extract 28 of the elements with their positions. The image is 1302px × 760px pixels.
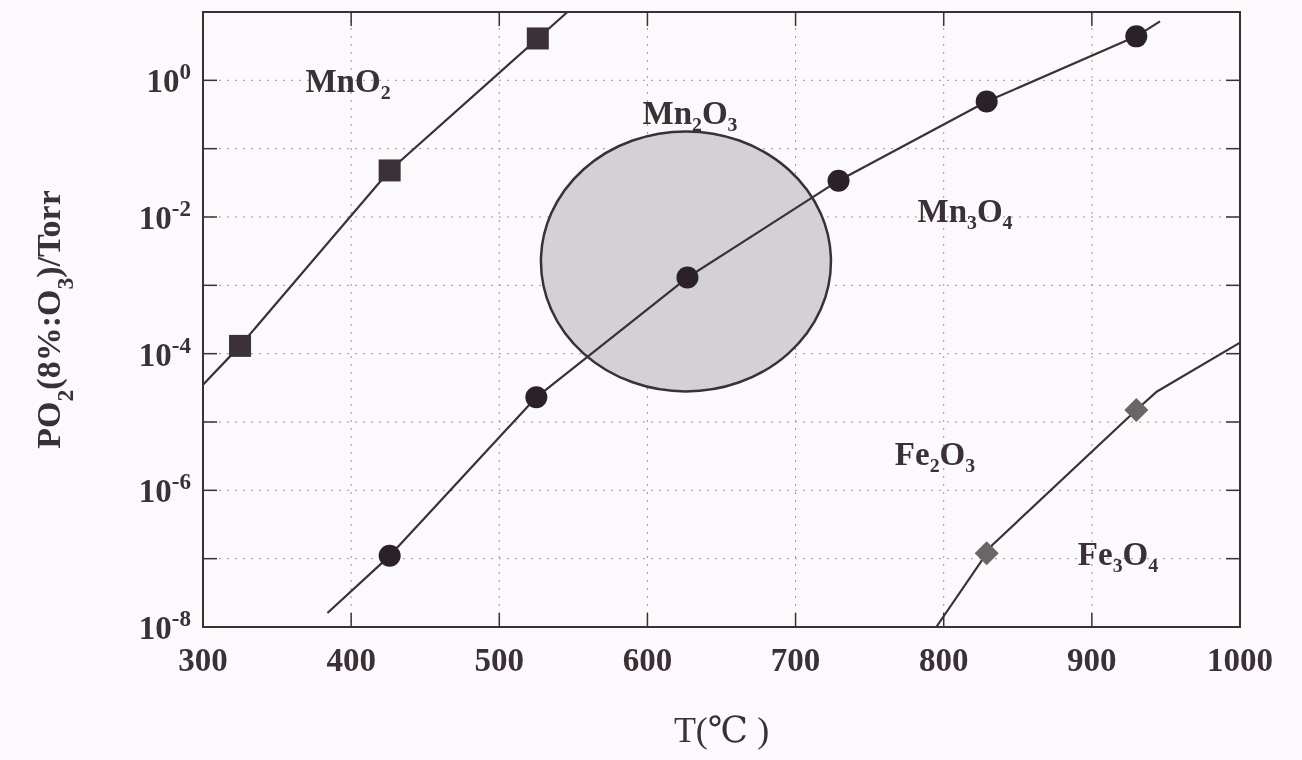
y-tick-label: 10$^{0}$ [146,58,191,100]
x-tick-label: 600 [622,642,673,678]
point [975,90,998,113]
x-tick-label: 1000 [1207,642,1273,678]
x-axis-title: T(℃ ) [673,710,770,750]
point [1124,397,1149,422]
point [229,334,252,357]
x-tick-label: 700 [770,642,821,678]
y-tick-label: 10$^{-2}$ [138,195,191,236]
y-tick-label: 10$^{-4}$ [138,331,192,373]
point [827,169,850,192]
point [1125,25,1148,48]
x-tick-label: 500 [474,642,525,678]
annotation: Fe₃O₄ [1077,536,1159,572]
point [378,159,401,182]
annotation: Fe₂O₃ [894,436,976,472]
point [974,541,999,566]
y-tick-label: 10$^{-6}$ [138,468,191,510]
point [676,266,699,289]
annotation: Mn₂O₃ [642,95,738,131]
x-tick-label: 800 [918,642,969,678]
annotation: MnO₂ [305,63,391,99]
x-tick-label: 900 [1067,642,1117,678]
point [378,544,401,567]
x-tick-label: 400 [326,642,376,678]
point [525,386,548,409]
point [526,27,549,50]
annotation: Mn₃O₄ [917,193,1013,229]
